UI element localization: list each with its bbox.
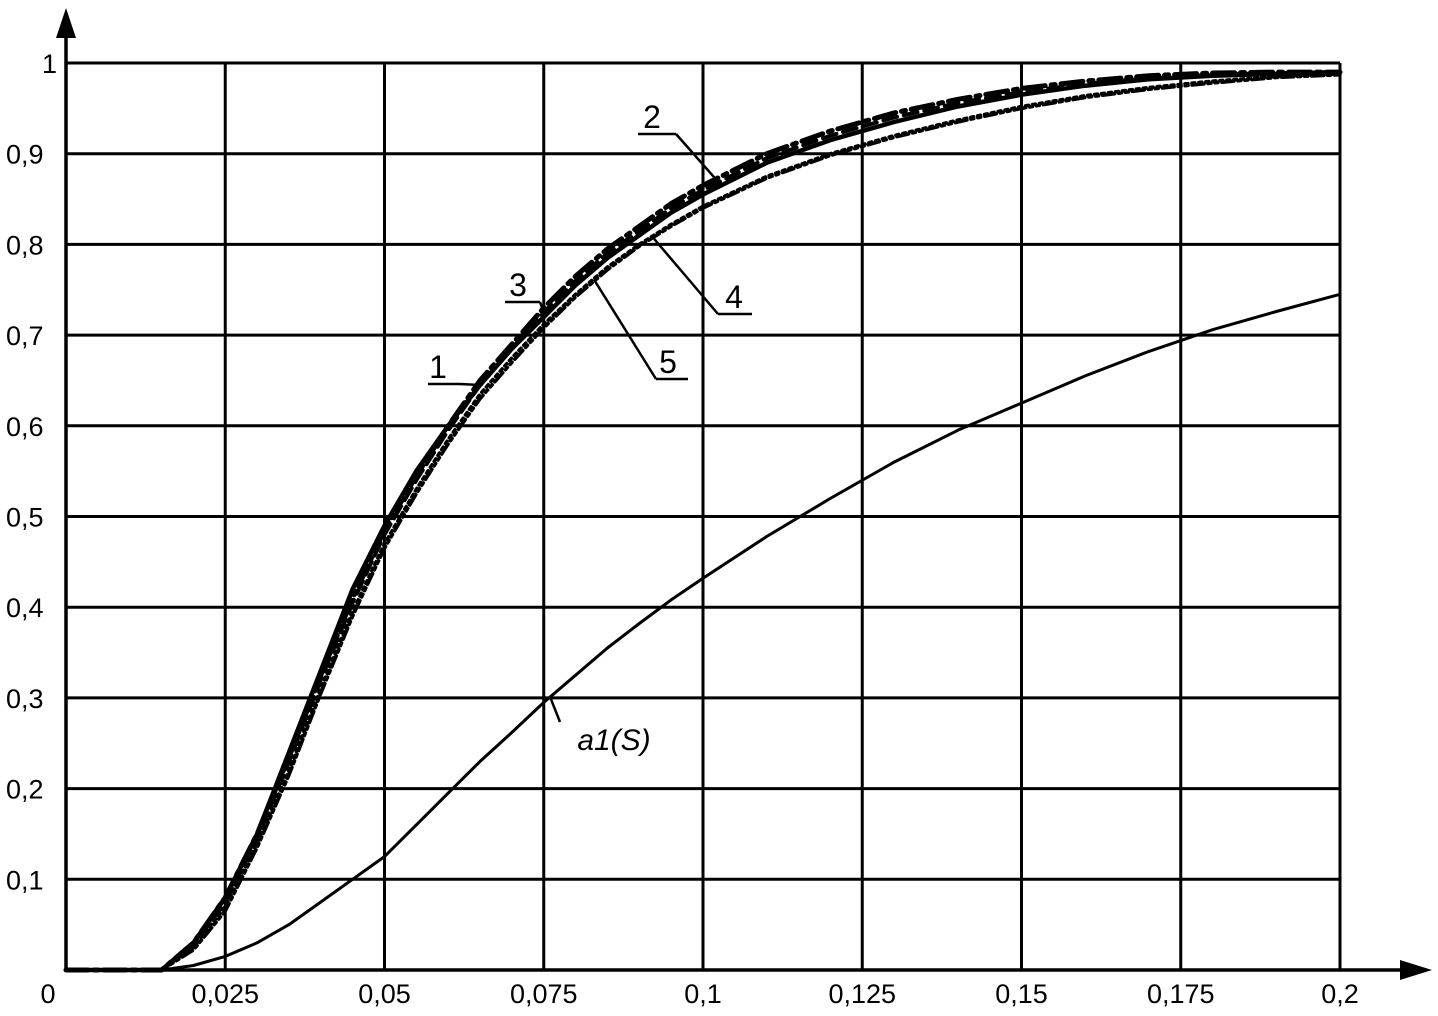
curve-label-4: 4 <box>725 279 743 315</box>
curve-label-1: 1 <box>429 349 447 385</box>
leader-line <box>593 280 658 380</box>
y-tick-label: 0,3 <box>6 684 44 714</box>
curve-label-3: 3 <box>509 267 527 303</box>
x-tick-label: 0 <box>40 979 55 1009</box>
x-axis-arrow <box>1400 960 1432 980</box>
y-tick-label: 0,8 <box>6 230 44 260</box>
x-tick-label: 0,15 <box>995 979 1048 1009</box>
leader-line <box>548 696 562 723</box>
y-tick-label: 0,2 <box>6 775 44 805</box>
x-tick-label: 0,05 <box>358 979 411 1009</box>
y-tick-label: 0,5 <box>6 503 44 533</box>
grid <box>66 61 1342 970</box>
y-axis-arrow <box>56 8 76 38</box>
tick-labels: 0 0,025 0,05 0,075 0,1 0,125 0,15 0,175 0,2 0,1 0,… <box>6 49 1359 1009</box>
y-tick-label: 0,9 <box>6 140 44 170</box>
series-line-4 <box>64 72 1342 972</box>
curve-label-a1s: a1(S) <box>577 724 650 757</box>
leader-line <box>651 235 719 315</box>
x-tick-label: 0,175 <box>1147 979 1215 1009</box>
curve-label-2: 2 <box>643 99 661 135</box>
x-tick-label: 0,2 <box>1321 979 1359 1009</box>
leader-line <box>459 382 481 387</box>
y-tick-label: 0,1 <box>6 865 44 895</box>
y-tick-label: 1 <box>42 49 57 79</box>
x-tick-label: 0,125 <box>828 979 896 1009</box>
y-tick-label: 0,7 <box>6 321 44 351</box>
x-tick-label: 0,075 <box>510 979 578 1009</box>
x-tick-label: 0,025 <box>191 979 259 1009</box>
series-lines <box>63 69 1343 973</box>
y-tick-label: 0,6 <box>6 412 44 442</box>
axes <box>56 8 1432 980</box>
curve-labels: 1 2 3 4 5 a1(S) <box>428 99 752 757</box>
series-line-a1s <box>64 292 1342 972</box>
curve-label-5: 5 <box>659 344 677 380</box>
series-line-5 <box>64 73 1342 972</box>
leader-line <box>538 301 545 313</box>
leader-line <box>675 133 717 180</box>
series-line-3 <box>64 70 1342 972</box>
x-tick-label: 0,1 <box>684 979 722 1009</box>
y-tick-label: 0,4 <box>6 593 44 623</box>
